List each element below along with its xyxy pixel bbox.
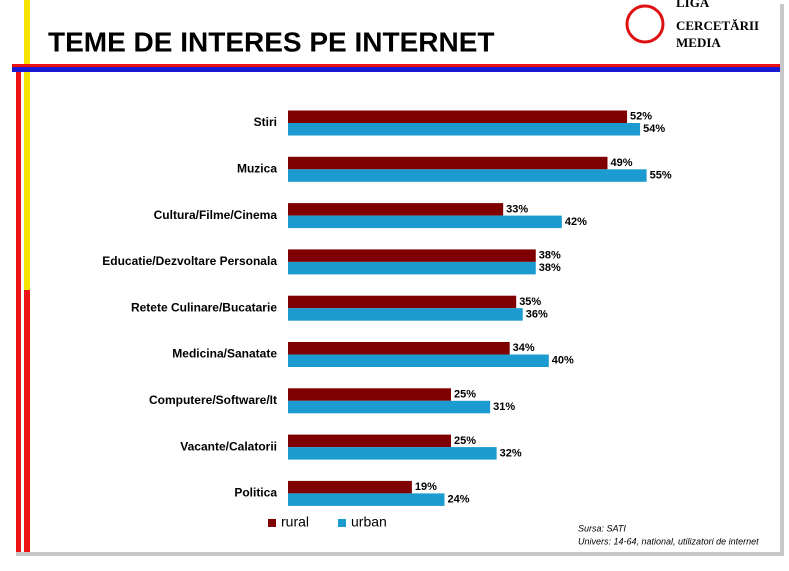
source: Univers: 14-64, national, utilizatori de… (578, 536, 759, 546)
bar (288, 400, 491, 414)
bar (288, 388, 451, 401)
legend-swatch (268, 519, 276, 527)
bar (288, 123, 641, 136)
blue-line (12, 67, 780, 72)
category-label: Retete Culinare/Bucatarie (131, 300, 277, 314)
value-label: 32% (500, 447, 522, 459)
bar (288, 493, 445, 506)
bar (288, 110, 628, 123)
logo-text: MEDIA (676, 35, 721, 50)
category-label: Vacante/Calatorii (180, 439, 277, 453)
red-line (12, 64, 780, 67)
value-label: 33% (506, 203, 528, 215)
value-label: 35% (519, 296, 541, 308)
red-stripe (16, 70, 21, 552)
bar (288, 295, 517, 309)
bar (288, 156, 608, 170)
category-label: Muzica (237, 161, 277, 175)
category-label: Politica (234, 486, 277, 500)
value-label: 24% (447, 494, 469, 506)
logo-text: LIGA (676, 0, 710, 10)
category-label: Stiri (254, 115, 277, 129)
legend-label: urban (351, 514, 387, 530)
bar (288, 354, 549, 367)
value-label: 25% (454, 388, 476, 400)
bar (288, 342, 510, 355)
logo-icon (625, 4, 665, 44)
category-label: Computere/Software/It (149, 393, 277, 407)
legend-swatch (338, 519, 346, 527)
value-label: 42% (565, 216, 587, 228)
bar (288, 480, 412, 494)
value-label: 52% (630, 111, 652, 123)
value-label: 19% (415, 481, 437, 493)
bar (288, 447, 497, 460)
legend-label: rural (281, 514, 309, 530)
bar (288, 203, 504, 216)
value-label: 38% (539, 262, 561, 274)
value-label: 40% (552, 355, 574, 367)
value-label: 34% (513, 342, 535, 354)
value-label: 55% (650, 169, 672, 181)
source: Sursa: SATI (578, 523, 626, 533)
value-label: 38% (539, 250, 561, 262)
category-label: Educatie/Dezvoltare Personala (102, 254, 277, 268)
category-label: Cultura/Filme/Cinema (154, 208, 278, 222)
value-label: 54% (643, 123, 665, 135)
bar (288, 308, 523, 321)
logo-text: CERCETĂRII (676, 18, 759, 33)
value-label: 36% (526, 308, 548, 320)
red-stripe-2 (24, 290, 30, 552)
value-label: 25% (454, 435, 476, 447)
value-label: 31% (493, 401, 515, 413)
bar (288, 249, 536, 262)
category-label: Medicina/Sanatate (172, 347, 277, 361)
value-label: 49% (610, 157, 632, 169)
yellow-stripe (24, 0, 30, 290)
slide-bg (12, 0, 780, 552)
bar (288, 215, 562, 229)
bar (288, 261, 536, 275)
bar (288, 169, 647, 182)
chart-title: TEME DE INTERES PE INTERNET (48, 26, 495, 57)
bar (288, 434, 451, 448)
